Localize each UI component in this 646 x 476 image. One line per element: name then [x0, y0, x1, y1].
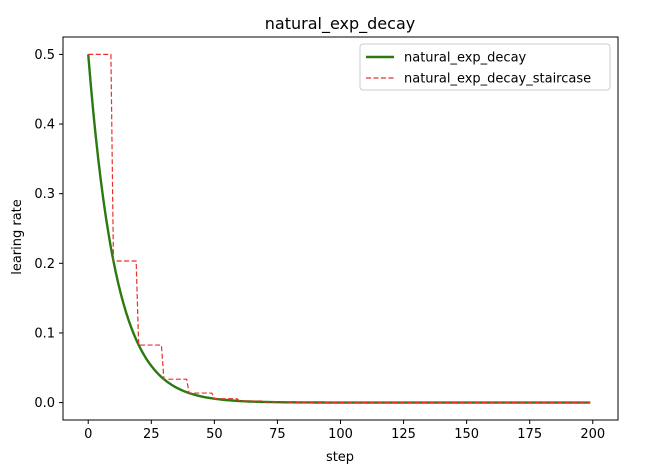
y-tick-label-4: 0.4 — [34, 118, 55, 133]
y-tick-label-0: 0.0 — [34, 396, 55, 411]
x-tick-label-2: 50 — [206, 427, 223, 442]
y-axis-label: learing rate — [10, 199, 25, 275]
x-axis-label: step — [326, 450, 354, 465]
y-tick-label-1: 0.1 — [34, 326, 55, 341]
x-tick-label-5: 125 — [391, 427, 416, 442]
plot-area: 0 25 50 75 100 125 150 175 200 0.0 0.1 0.2 0.3 0.4 0.5 — [34, 36, 619, 442]
y-tick-label-5: 0.5 — [34, 48, 55, 63]
x-tick-label-6: 150 — [454, 427, 479, 442]
x-tick-label-0: 0 — [84, 427, 92, 442]
x-tick-label-7: 175 — [517, 427, 542, 442]
legend-label-0: natural_exp_decay — [404, 51, 527, 66]
legend: natural_exp_decay natural_exp_decay_stair… — [359, 43, 611, 91]
x-tick-label-3: 75 — [269, 427, 286, 442]
chart-title: natural_exp_decay — [265, 14, 415, 34]
y-tick-label-3: 0.3 — [34, 187, 55, 202]
y-tick-label-2: 0.2 — [34, 257, 55, 272]
legend-label-1: natural_exp_decay_staircase — [404, 72, 591, 87]
x-tick-label-1: 25 — [143, 427, 160, 442]
x-tick-label-8: 200 — [580, 427, 605, 442]
legend-box — [359, 43, 611, 91]
x-tick-label-4: 100 — [328, 427, 353, 442]
series-line-1 — [88, 53, 591, 404]
